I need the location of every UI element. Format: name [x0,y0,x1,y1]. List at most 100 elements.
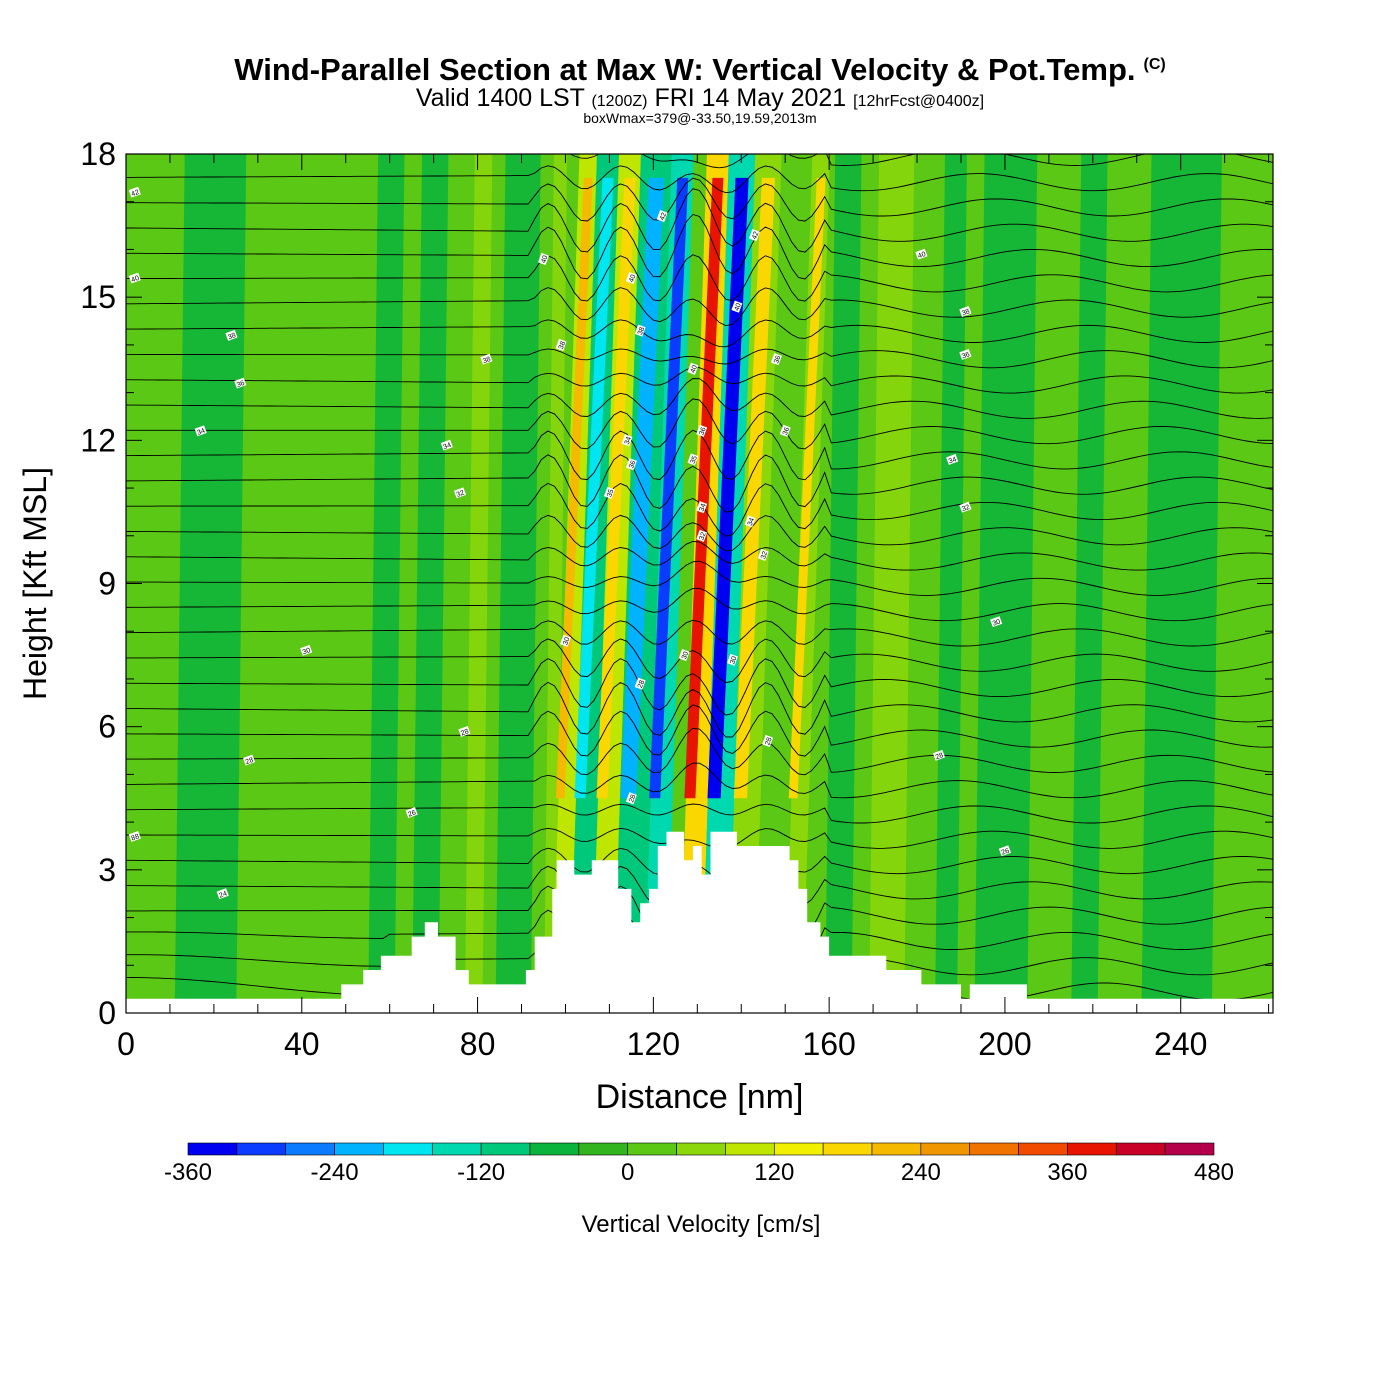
theta-contour-30 [126,188,1273,253]
theta-contour-8 [126,762,1273,799]
background-streak-3 [464,154,493,1013]
velocity-core-7 [733,177,776,799]
contour-label-bg [757,548,769,561]
theta-contour-28 [126,254,1273,302]
background-streak-4 [495,154,541,1013]
contour-label-text: 40 [130,275,140,284]
colorbar-swatch-14 [871,1142,922,1156]
valid-date: FRI 14 May 2021 [654,84,847,112]
box-wmax-note: boxWmax=379@-33.50,19.59,2013m [583,110,817,126]
contour-label-23: 28 [634,677,646,690]
contour-label-bg [621,434,633,447]
velocity-core-2 [596,177,636,799]
contour-label-bg [440,439,453,451]
background-streak-9 [974,154,1038,1013]
background-streak-6 [825,154,862,1013]
contour-label-12: 28 [458,725,471,737]
x-tick-label: 120 [627,1026,680,1062]
colorbar-swatch-18 [1067,1142,1117,1156]
x-axis-label: Distance [nm] [596,1078,804,1116]
contour-label-text: 36 [628,460,637,470]
background-streak-0 [174,154,247,1013]
colorbar-tick-label: 240 [901,1159,941,1186]
y-tick-label: 0 [98,995,116,1031]
contour-label-bg [762,734,774,748]
contour-label-text: 36 [782,426,791,436]
contour-label-text: 26 [1001,847,1011,856]
contour-label-1: 40 [128,272,141,284]
terrain-mask [126,831,1273,1013]
colorbar-swatch-11 [725,1142,775,1156]
x-tick-label: 0 [117,1026,135,1062]
contour-label-bg [300,644,313,656]
contour-label-bg [538,252,549,266]
contour-label-31: 42 [748,229,760,242]
chart-title: Wind-Parallel Section at Max W: Vertical… [234,52,1166,87]
forecast-info: [12hrFcst@0400z] [853,93,985,110]
contour-label-11: 32 [453,487,467,499]
contour-label-text: 36 [961,351,971,360]
contour-label-bg [959,306,972,317]
contour-label-text: 34 [948,456,958,465]
y-tick-label: 15 [80,279,116,315]
contour-label-text: 40 [690,364,699,374]
valid-prefix: Valid 1400 LST [415,84,585,112]
colorbar-swatch-20 [1164,1142,1215,1156]
background-streak-11 [1141,154,1222,1013]
contour-label-text: 32 [760,550,769,560]
contour-label-35: 34 [744,515,756,528]
contour-label-42: 32 [959,501,972,513]
theta-contour-11 [126,681,1273,738]
theta-contour-23 [126,378,1273,419]
theta-contour-16 [126,560,1273,596]
colorbar-swatch-5 [431,1142,482,1156]
colorbar-tick-label: -240 [311,1159,359,1186]
contour-label-text: 42 [659,212,668,222]
contour-label-text: 40 [628,274,637,284]
contour-label-bg [696,529,708,542]
contour-label-text: 32 [961,504,971,513]
y-tick-label: 3 [98,852,116,888]
contour-label-3: 36 [234,377,247,389]
background-streak-2 [412,154,449,1013]
velocity-core-1 [574,177,614,799]
contour-label-bg [453,487,467,499]
colorbar-swatch-2 [285,1142,335,1156]
contour-label-bg [555,338,567,351]
theta-contour-25 [126,348,1273,369]
contour-label-text: 42 [130,189,140,198]
contour-label-6: 28 [242,754,256,766]
colorbar-label: Vertical Velocity [cm/s] [582,1211,821,1238]
contour-label-2: 38 [225,329,238,341]
theta-contour-10 [126,704,1273,757]
contour-label-bg [128,830,141,842]
contour-label-bg [559,634,571,647]
theta-contour-22 [126,398,1273,450]
contour-label-text: 34 [747,517,756,527]
contour-label-text: 40 [917,251,927,260]
contour-label-bg [998,845,1011,857]
velocity-core-4 [649,177,689,799]
contour-label-bg [603,486,615,499]
contour-label-text: 35 [690,455,699,465]
contour-label-text: 28 [460,728,470,737]
contour-label-bg [405,807,418,819]
contour-label-5: 30 [300,644,313,656]
contour-label-26: 35 [687,453,699,466]
contour-label-10: 34 [440,439,453,451]
contour-label-bg [242,754,256,766]
colorbar-swatch-3 [334,1142,384,1156]
theta-contour-13 [126,638,1273,684]
contour-label-36: 32 [757,548,769,561]
contour-label-25: 36 [696,424,708,437]
contour-label-bg [225,329,238,341]
contour-label-46: 88 [128,830,141,842]
x-tick-label: 200 [978,1026,1031,1062]
contour-label-15: 30 [559,634,572,647]
contour-label-bg [480,353,493,365]
contour-label-27: 34 [696,501,708,514]
colorbar-swatch-0 [187,1142,238,1156]
colorbar-swatch-10 [676,1142,726,1156]
contour-label-text: 32 [698,531,707,541]
contour-label-20: 34 [621,434,633,447]
